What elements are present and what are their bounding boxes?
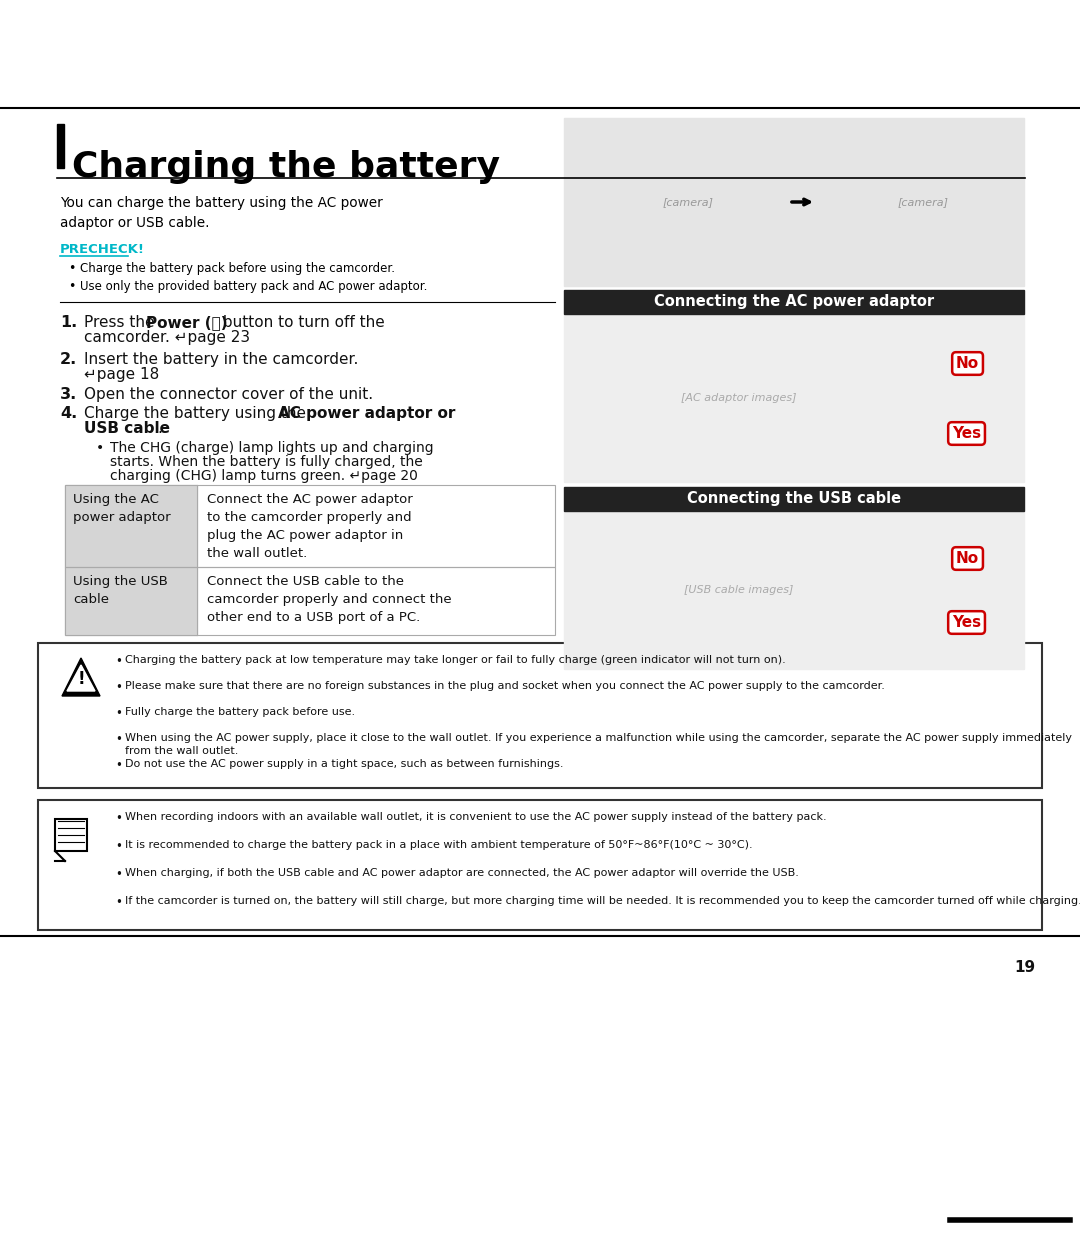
Bar bbox=[38, 800, 1042, 930]
Text: charging (CHG) lamp turns green. ↵page 20: charging (CHG) lamp turns green. ↵page 2… bbox=[110, 469, 418, 482]
Text: ↵page 18: ↵page 18 bbox=[84, 366, 159, 383]
Text: 3.: 3. bbox=[60, 387, 78, 402]
Text: When charging, if both the USB cable and AC power adaptor are connected, the AC : When charging, if both the USB cable and… bbox=[125, 868, 799, 879]
Text: Charging the battery pack at low temperature may take longer or fail to fully ch: Charging the battery pack at low tempera… bbox=[125, 655, 786, 665]
Text: [AC adaptor images]: [AC adaptor images] bbox=[681, 392, 797, 404]
Text: Connecting the AC power adaptor: Connecting the AC power adaptor bbox=[653, 294, 934, 308]
Text: •: • bbox=[114, 812, 122, 826]
Text: starts. When the battery is fully charged, the: starts. When the battery is fully charge… bbox=[110, 455, 422, 469]
Bar bbox=[57, 123, 64, 168]
Text: Using the AC
power adaptor: Using the AC power adaptor bbox=[73, 494, 171, 524]
Text: Yes: Yes bbox=[951, 615, 981, 631]
Text: Please make sure that there are no foreign substances in the plug and socket whe: Please make sure that there are no forei… bbox=[125, 681, 885, 691]
Text: Do not use the AC power supply in a tight space, such as between furnishings.: Do not use the AC power supply in a tigh… bbox=[125, 759, 564, 769]
Text: •: • bbox=[114, 759, 122, 772]
Text: •: • bbox=[114, 868, 122, 881]
Bar bbox=[65, 485, 197, 566]
Text: Yes: Yes bbox=[951, 426, 981, 441]
Polygon shape bbox=[62, 658, 100, 696]
Text: Press the: Press the bbox=[84, 315, 160, 329]
Text: Connecting the USB cable: Connecting the USB cable bbox=[687, 491, 901, 506]
Bar bbox=[55, 819, 87, 851]
Text: No: No bbox=[956, 355, 980, 371]
Bar bbox=[55, 819, 87, 851]
Bar bbox=[38, 643, 1042, 789]
Text: .: . bbox=[157, 421, 162, 436]
Text: 4.: 4. bbox=[60, 406, 78, 421]
Text: Charge the battery pack before using the camcorder.: Charge the battery pack before using the… bbox=[80, 262, 395, 275]
Polygon shape bbox=[67, 665, 95, 691]
Text: It is recommended to charge the battery pack in a place with ambient temperature: It is recommended to charge the battery … bbox=[125, 840, 753, 850]
Text: •: • bbox=[114, 896, 122, 909]
Bar bbox=[65, 566, 197, 636]
Text: Charge the battery using the: Charge the battery using the bbox=[84, 406, 311, 421]
Text: •: • bbox=[114, 681, 122, 694]
Text: The CHG (charge) lamp lights up and charging: The CHG (charge) lamp lights up and char… bbox=[110, 441, 434, 455]
Text: When using the AC power supply, place it close to the wall outlet. If you experi: When using the AC power supply, place it… bbox=[125, 733, 1072, 755]
Text: •: • bbox=[114, 733, 122, 747]
Bar bbox=[65, 566, 555, 636]
Text: •: • bbox=[68, 262, 76, 275]
Text: Connect the AC power adaptor
to the camcorder properly and
plug the AC power ada: Connect the AC power adaptor to the camc… bbox=[207, 494, 413, 560]
Text: When recording indoors with an available wall outlet, it is convenient to use th: When recording indoors with an available… bbox=[125, 812, 826, 822]
Text: •: • bbox=[96, 441, 105, 455]
Text: [camera]: [camera] bbox=[897, 197, 948, 207]
Text: You can charge the battery using the AC power
adaptor or USB cable.: You can charge the battery using the AC … bbox=[60, 196, 382, 230]
Text: !: ! bbox=[77, 670, 85, 689]
Text: Charging the battery: Charging the battery bbox=[72, 151, 500, 184]
Text: No: No bbox=[956, 552, 980, 566]
Text: •: • bbox=[114, 707, 122, 719]
Text: Fully charge the battery pack before use.: Fully charge the battery pack before use… bbox=[125, 707, 355, 717]
Bar bbox=[564, 118, 1024, 286]
Text: Use only the provided battery pack and AC power adaptor.: Use only the provided battery pack and A… bbox=[80, 280, 428, 292]
Text: Open the connector cover of the unit.: Open the connector cover of the unit. bbox=[84, 387, 373, 402]
Text: [camera]: [camera] bbox=[663, 197, 714, 207]
Text: 19: 19 bbox=[1014, 960, 1035, 975]
Bar bbox=[564, 290, 1024, 313]
Text: AC power adaptor or: AC power adaptor or bbox=[278, 406, 456, 421]
Text: •: • bbox=[68, 280, 76, 292]
Text: camcorder. ↵page 23: camcorder. ↵page 23 bbox=[84, 329, 251, 346]
Text: 2.: 2. bbox=[60, 352, 78, 366]
Text: Power (⏻): Power (⏻) bbox=[146, 315, 228, 329]
Bar bbox=[564, 487, 1024, 511]
Text: If the camcorder is turned on, the battery will still charge, but more charging : If the camcorder is turned on, the batte… bbox=[125, 896, 1080, 906]
Text: Using the USB
cable: Using the USB cable bbox=[73, 575, 167, 606]
Bar bbox=[564, 511, 1024, 669]
Text: button to turn off the: button to turn off the bbox=[218, 315, 384, 329]
Bar bbox=[564, 313, 1024, 482]
Text: USB cable: USB cable bbox=[84, 421, 170, 436]
Text: 1.: 1. bbox=[60, 315, 78, 329]
Text: Connect the USB cable to the
camcorder properly and connect the
other end to a U: Connect the USB cable to the camcorder p… bbox=[207, 575, 451, 624]
Text: PRECHECK!: PRECHECK! bbox=[60, 243, 145, 255]
Text: •: • bbox=[114, 840, 122, 853]
Bar bbox=[65, 485, 555, 566]
Text: •: • bbox=[114, 655, 122, 668]
Text: [USB cable images]: [USB cable images] bbox=[684, 585, 794, 595]
Text: Insert the battery in the camcorder.: Insert the battery in the camcorder. bbox=[84, 352, 359, 366]
